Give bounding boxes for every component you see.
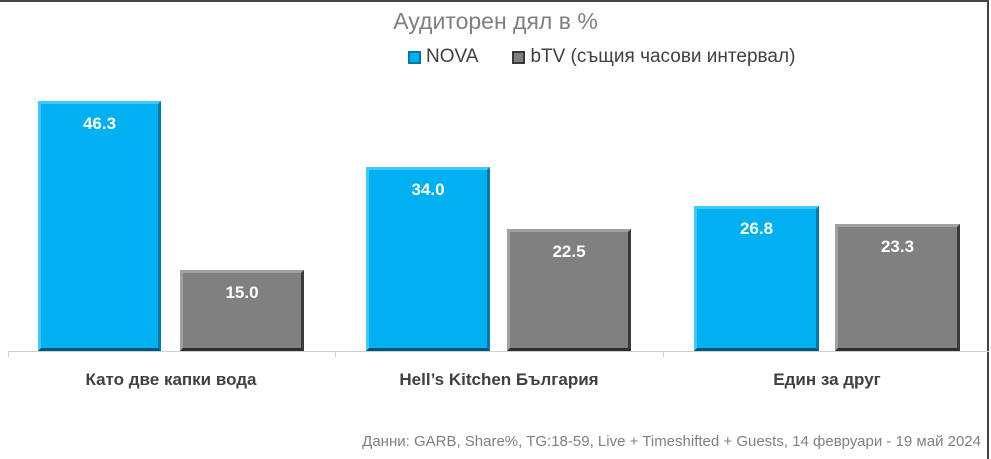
x-axis-tick: [8, 351, 9, 357]
bar-nova-cat3: 26.8: [694, 206, 819, 351]
bar-nova-cat1: 46.3: [38, 101, 161, 351]
bar-value-label: 34.0: [411, 180, 445, 199]
x-axis-tick: [335, 351, 336, 357]
legend-label-btv: bTV (същия часови интервал): [530, 46, 796, 67]
bar-value-label: 23.3: [880, 237, 915, 256]
bar-value-label: 15.0: [225, 283, 259, 302]
bar-nova-cat2: 34.0: [366, 167, 490, 351]
bar-btv-cat2: 22.5: [507, 229, 631, 351]
legend-item-nova: NOVA: [408, 46, 478, 68]
btv-swatch-icon: [512, 50, 526, 64]
legend: NOVA bTV (същия часови интервал): [408, 46, 829, 68]
category-label-1: Като две капки вода: [85, 370, 257, 389]
legend-label-nova: NOVA: [426, 46, 479, 67]
chart-title: Аудиторен дял в %: [393, 8, 598, 34]
bar-btv-cat3: 23.3: [835, 224, 960, 351]
bar-btv-cat1: 15.0: [180, 270, 304, 351]
x-axis: [8, 351, 989, 352]
category-label-2: Hell’s Kitchen България: [399, 370, 599, 389]
x-axis-tick: [663, 351, 664, 357]
nova-swatch-icon: [408, 50, 421, 64]
bar-value-label: 26.8: [739, 219, 774, 238]
category-label-3: Един за друг: [773, 370, 881, 389]
bar-value-label: 22.5: [552, 242, 586, 261]
bar-value-label: 46.3: [82, 114, 117, 133]
data-source-footnote: Данни: GARB, Share%, TG:18-59, Live + Ti…: [362, 433, 981, 450]
legend-item-btv: bTV (същия часови интервал): [512, 46, 795, 68]
